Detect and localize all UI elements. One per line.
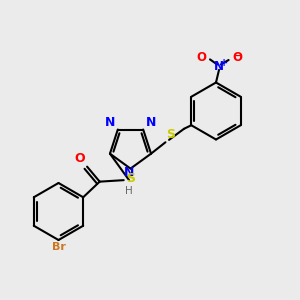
Text: N: N [214,60,224,74]
Text: −: − [233,50,241,61]
Text: O: O [196,51,206,64]
Text: N: N [124,166,135,179]
Text: N: N [104,116,115,129]
Text: H: H [125,185,133,196]
Text: O: O [74,152,85,166]
Text: S: S [126,172,135,184]
Text: N: N [146,116,157,129]
Text: O: O [232,51,242,64]
Text: Br: Br [52,242,65,252]
Text: +: + [220,58,229,68]
Text: S: S [166,128,175,141]
